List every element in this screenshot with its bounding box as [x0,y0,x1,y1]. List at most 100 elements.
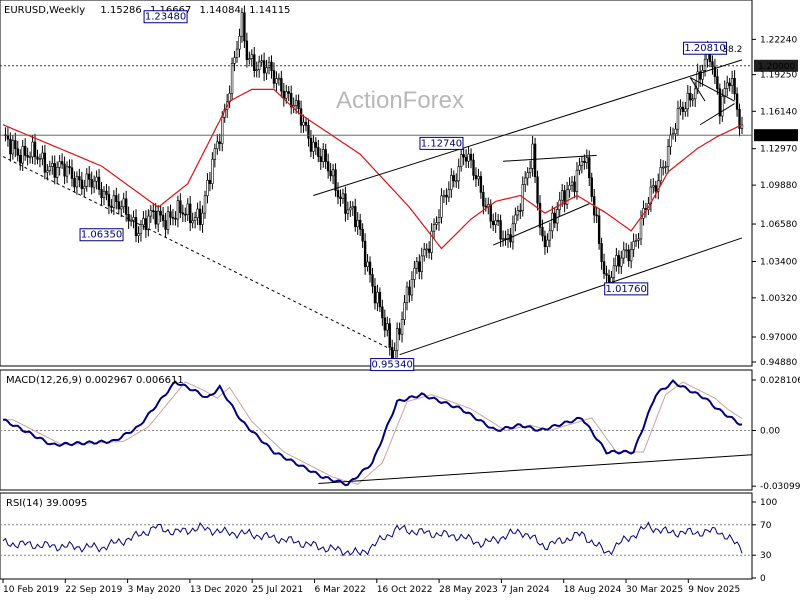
candle-body [43,152,47,173]
candle-body [326,161,330,172]
candle-body [149,210,152,217]
candle-body [282,90,286,99]
candle-body [664,166,667,168]
macd-tick-label: 0.028106 [760,376,800,386]
candle-body [290,93,293,108]
price-tick-label: 1.16140 [760,107,797,117]
price-tick-label: 0.94880 [760,358,797,368]
candle-body [250,54,253,59]
candle-body [115,195,118,202]
date-tick-label: 25 Jul 2021 [252,585,303,595]
candle-body [277,77,281,80]
candle-body [400,319,404,335]
candle-body [317,147,320,157]
price-label-text: 1.01760 [606,284,647,295]
channel-upper-line [313,59,743,196]
candle-body [637,238,640,241]
candle-body [583,161,586,163]
candle-body [371,274,374,287]
candle-body [324,149,327,162]
date-tick-label: 13 Dec 2020 [190,585,248,595]
candle-body [336,190,340,198]
price-badge [754,129,798,142]
date-tick-label: 3 May 2020 [128,585,181,595]
candle-body [447,189,451,198]
candle-body [410,279,414,296]
candle-body [556,209,559,224]
candle-body [154,210,157,225]
candle-body [691,98,694,101]
candle-body [331,169,335,177]
candle-body [248,58,251,60]
macd-line [2,379,743,487]
candle-body [147,215,150,231]
candle-body [733,77,736,95]
candle-body [270,61,273,71]
candle-body [287,91,290,94]
candle-body [213,148,217,160]
candle-body [312,141,315,152]
candle-body [499,220,502,240]
candle-body [139,224,143,234]
candle-body [102,190,106,199]
candle-body [452,175,455,182]
candle-body [112,195,116,208]
candle-body [627,249,630,262]
rsi-tick-label: 0 [760,574,766,584]
candle-body [511,223,515,243]
candle-body [622,249,625,259]
price-panel[interactable] [0,0,753,367]
candle-body [233,57,236,64]
candle-body [193,217,197,221]
candle-body [415,261,419,269]
price-tick-label: 1.00320 [760,294,797,304]
macd-layer [0,379,753,487]
candle-body [467,153,470,162]
candle-body [97,176,101,190]
candle-body [602,261,606,274]
candle-body [684,108,687,112]
candle-body [605,273,608,276]
candle-body [9,138,12,155]
candle-body [253,54,256,71]
candle-body [218,141,221,144]
candle-body [730,77,734,87]
candle-body [423,249,426,257]
candle-body [19,155,22,164]
candle-body [418,261,421,272]
price-label-text: 1.12740 [421,138,462,149]
price-label-box [79,228,124,242]
candle-body [38,158,42,161]
price-badge [754,59,798,72]
candle-body [90,179,93,188]
candle-body [457,166,460,182]
candle-body [179,200,182,214]
candle-body [477,176,480,180]
candle-body [181,212,185,215]
candle-body [203,195,207,214]
candle-body [590,177,593,197]
candle-body [432,224,436,232]
candle-body [445,194,448,198]
candle-body [88,173,91,180]
price-tick-label: 1.22240 [760,35,797,45]
candle-body [718,88,722,117]
candle-body [474,175,478,180]
candle-body [105,190,108,195]
symbol-label: EURUSD,Weekly [4,5,85,16]
candle-body [469,153,473,161]
candle-body [652,185,655,188]
date-tick-label: 22 Sep 2019 [65,585,122,595]
axis-layer: 1.22240 1.19250 1.16140 1.12970 1.09880 1.065… [2,35,800,595]
candle-body [479,176,483,193]
candle-body [632,241,635,250]
candle-body [617,255,621,267]
candle-body [329,170,332,177]
candle-body [304,121,308,126]
rsi-panel[interactable] [0,492,753,580]
candle-body [344,193,347,214]
candle-body [698,71,702,80]
candle-body [26,155,29,158]
rsi-tick-label: 30 [760,551,772,561]
